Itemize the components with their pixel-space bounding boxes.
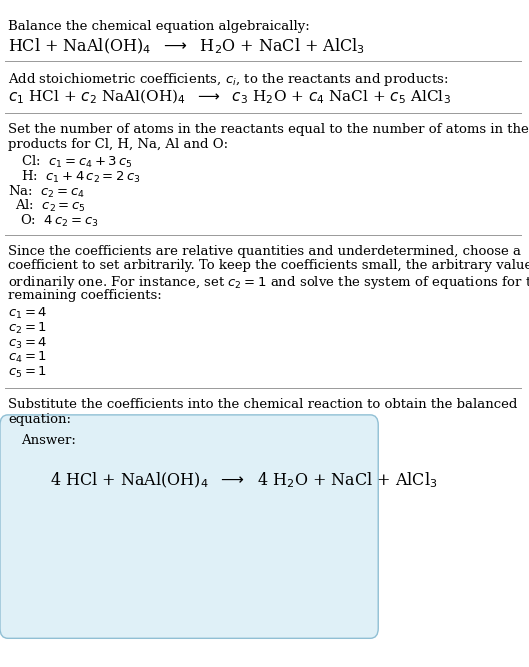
Text: Answer:: Answer: <box>21 434 76 446</box>
Text: remaining coefficients:: remaining coefficients: <box>8 289 162 301</box>
Text: $c_3 = 4$: $c_3 = 4$ <box>8 336 48 351</box>
Text: Balance the chemical equation algebraically:: Balance the chemical equation algebraica… <box>8 20 309 33</box>
Text: $c_2 = 1$: $c_2 = 1$ <box>8 321 47 336</box>
Text: $c_5 = 1$: $c_5 = 1$ <box>8 365 47 380</box>
Text: Since the coefficients are relative quantities and underdetermined, choose a: Since the coefficients are relative quan… <box>8 245 521 257</box>
FancyBboxPatch shape <box>0 415 378 638</box>
Text: Set the number of atoms in the reactants equal to the number of atoms in the: Set the number of atoms in the reactants… <box>8 123 528 136</box>
Text: HCl + NaAl(OH)$_4$  $\longrightarrow$  H$_2$O + NaCl + AlCl$_3$: HCl + NaAl(OH)$_4$ $\longrightarrow$ H$_… <box>8 37 365 56</box>
Text: $c_1 = 4$: $c_1 = 4$ <box>8 306 48 321</box>
Text: Add stoichiometric coefficients, $c_i$, to the reactants and products:: Add stoichiometric coefficients, $c_i$, … <box>8 71 448 88</box>
Text: Cl:  $c_1 = c_4 + 3\,c_5$: Cl: $c_1 = c_4 + 3\,c_5$ <box>21 154 133 170</box>
Text: Al:  $c_2 = c_5$: Al: $c_2 = c_5$ <box>15 198 86 214</box>
Text: O:  $4\,c_2 = c_3$: O: $4\,c_2 = c_3$ <box>20 213 98 229</box>
Text: $c_4 = 1$: $c_4 = 1$ <box>8 350 47 366</box>
Text: Na:  $c_2 = c_4$: Na: $c_2 = c_4$ <box>8 183 85 199</box>
Text: 4 HCl + NaAl(OH)$_4$  $\longrightarrow$  4 H$_2$O + NaCl + AlCl$_3$: 4 HCl + NaAl(OH)$_4$ $\longrightarrow$ 4… <box>50 470 438 490</box>
Text: H:  $c_1 + 4\,c_2 = 2\,c_3$: H: $c_1 + 4\,c_2 = 2\,c_3$ <box>21 169 141 185</box>
Text: ordinarily one. For instance, set $c_2 = 1$ and solve the system of equations fo: ordinarily one. For instance, set $c_2 =… <box>8 274 529 291</box>
Text: coefficient to set arbitrarily. To keep the coefficients small, the arbitrary va: coefficient to set arbitrarily. To keep … <box>8 259 529 272</box>
Text: products for Cl, H, Na, Al and O:: products for Cl, H, Na, Al and O: <box>8 138 228 151</box>
Text: equation:: equation: <box>8 413 71 426</box>
Text: Substitute the coefficients into the chemical reaction to obtain the balanced: Substitute the coefficients into the che… <box>8 398 517 411</box>
Text: $c_1$ HCl + $c_2$ NaAl(OH)$_4$  $\longrightarrow$  $c_3$ H$_2$O + $c_4$ NaCl + $: $c_1$ HCl + $c_2$ NaAl(OH)$_4$ $\longrig… <box>8 88 451 107</box>
